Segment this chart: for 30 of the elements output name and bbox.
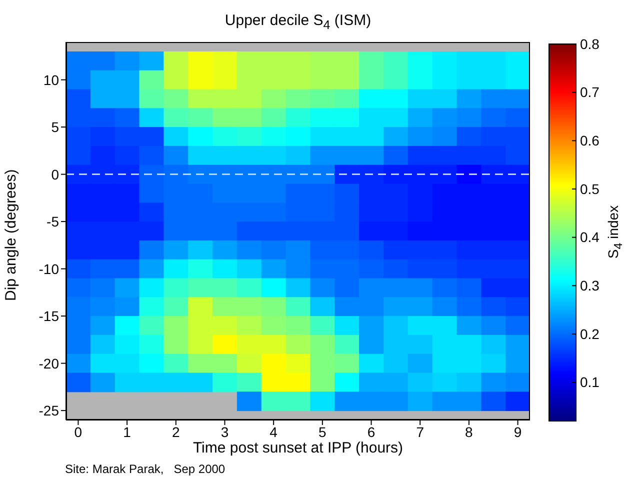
y-tick-label: 0 <box>51 166 60 182</box>
y-tick-label: 5 <box>51 119 60 136</box>
y-axis-title: Dip angle (degrees) <box>2 169 20 301</box>
y-tick-label: -5 <box>46 214 60 230</box>
x-tick-label: 9 <box>514 424 522 440</box>
color-bar-label: 0.6 <box>580 132 600 149</box>
x-tick-label: 4 <box>270 424 278 440</box>
x-tick-label: 0 <box>74 424 82 440</box>
color-bar-label: 0.8 <box>580 36 600 52</box>
y-tick-label: -15 <box>38 308 60 324</box>
color-bar-label: 0.2 <box>580 326 600 342</box>
x-tick-label: 7 <box>416 424 424 440</box>
y-tick-label: -10 <box>38 260 60 277</box>
y-tick-label: 10 <box>43 72 60 88</box>
x-tick-label: 2 <box>172 424 180 440</box>
text: Site: Marak Parak, Sep 2000 <box>65 462 226 476</box>
x-tick-label: 3 <box>220 424 229 440</box>
x-tick-label: 5 <box>318 424 327 440</box>
chart-title: Upper decile S$_{4}$ (ISM) <box>224 12 372 32</box>
color-bar-label: 0.3 <box>580 278 600 294</box>
y-tick-label: -25 <box>38 402 60 419</box>
color-bar-label: 0.7 <box>580 84 600 100</box>
color-bar-label: 0.4 <box>580 229 600 246</box>
y-tick-label: -20 <box>38 355 60 372</box>
x-tick-label: 6 <box>367 424 376 440</box>
x-tick-label: 1 <box>123 424 132 440</box>
color-bar-label: 0.1 <box>580 374 600 390</box>
x-tick-label: 8 <box>465 424 474 440</box>
x-axis-title: Time post sunset at IPP (hours) <box>192 440 404 457</box>
color-bar-label: 0.5 <box>580 180 600 197</box>
